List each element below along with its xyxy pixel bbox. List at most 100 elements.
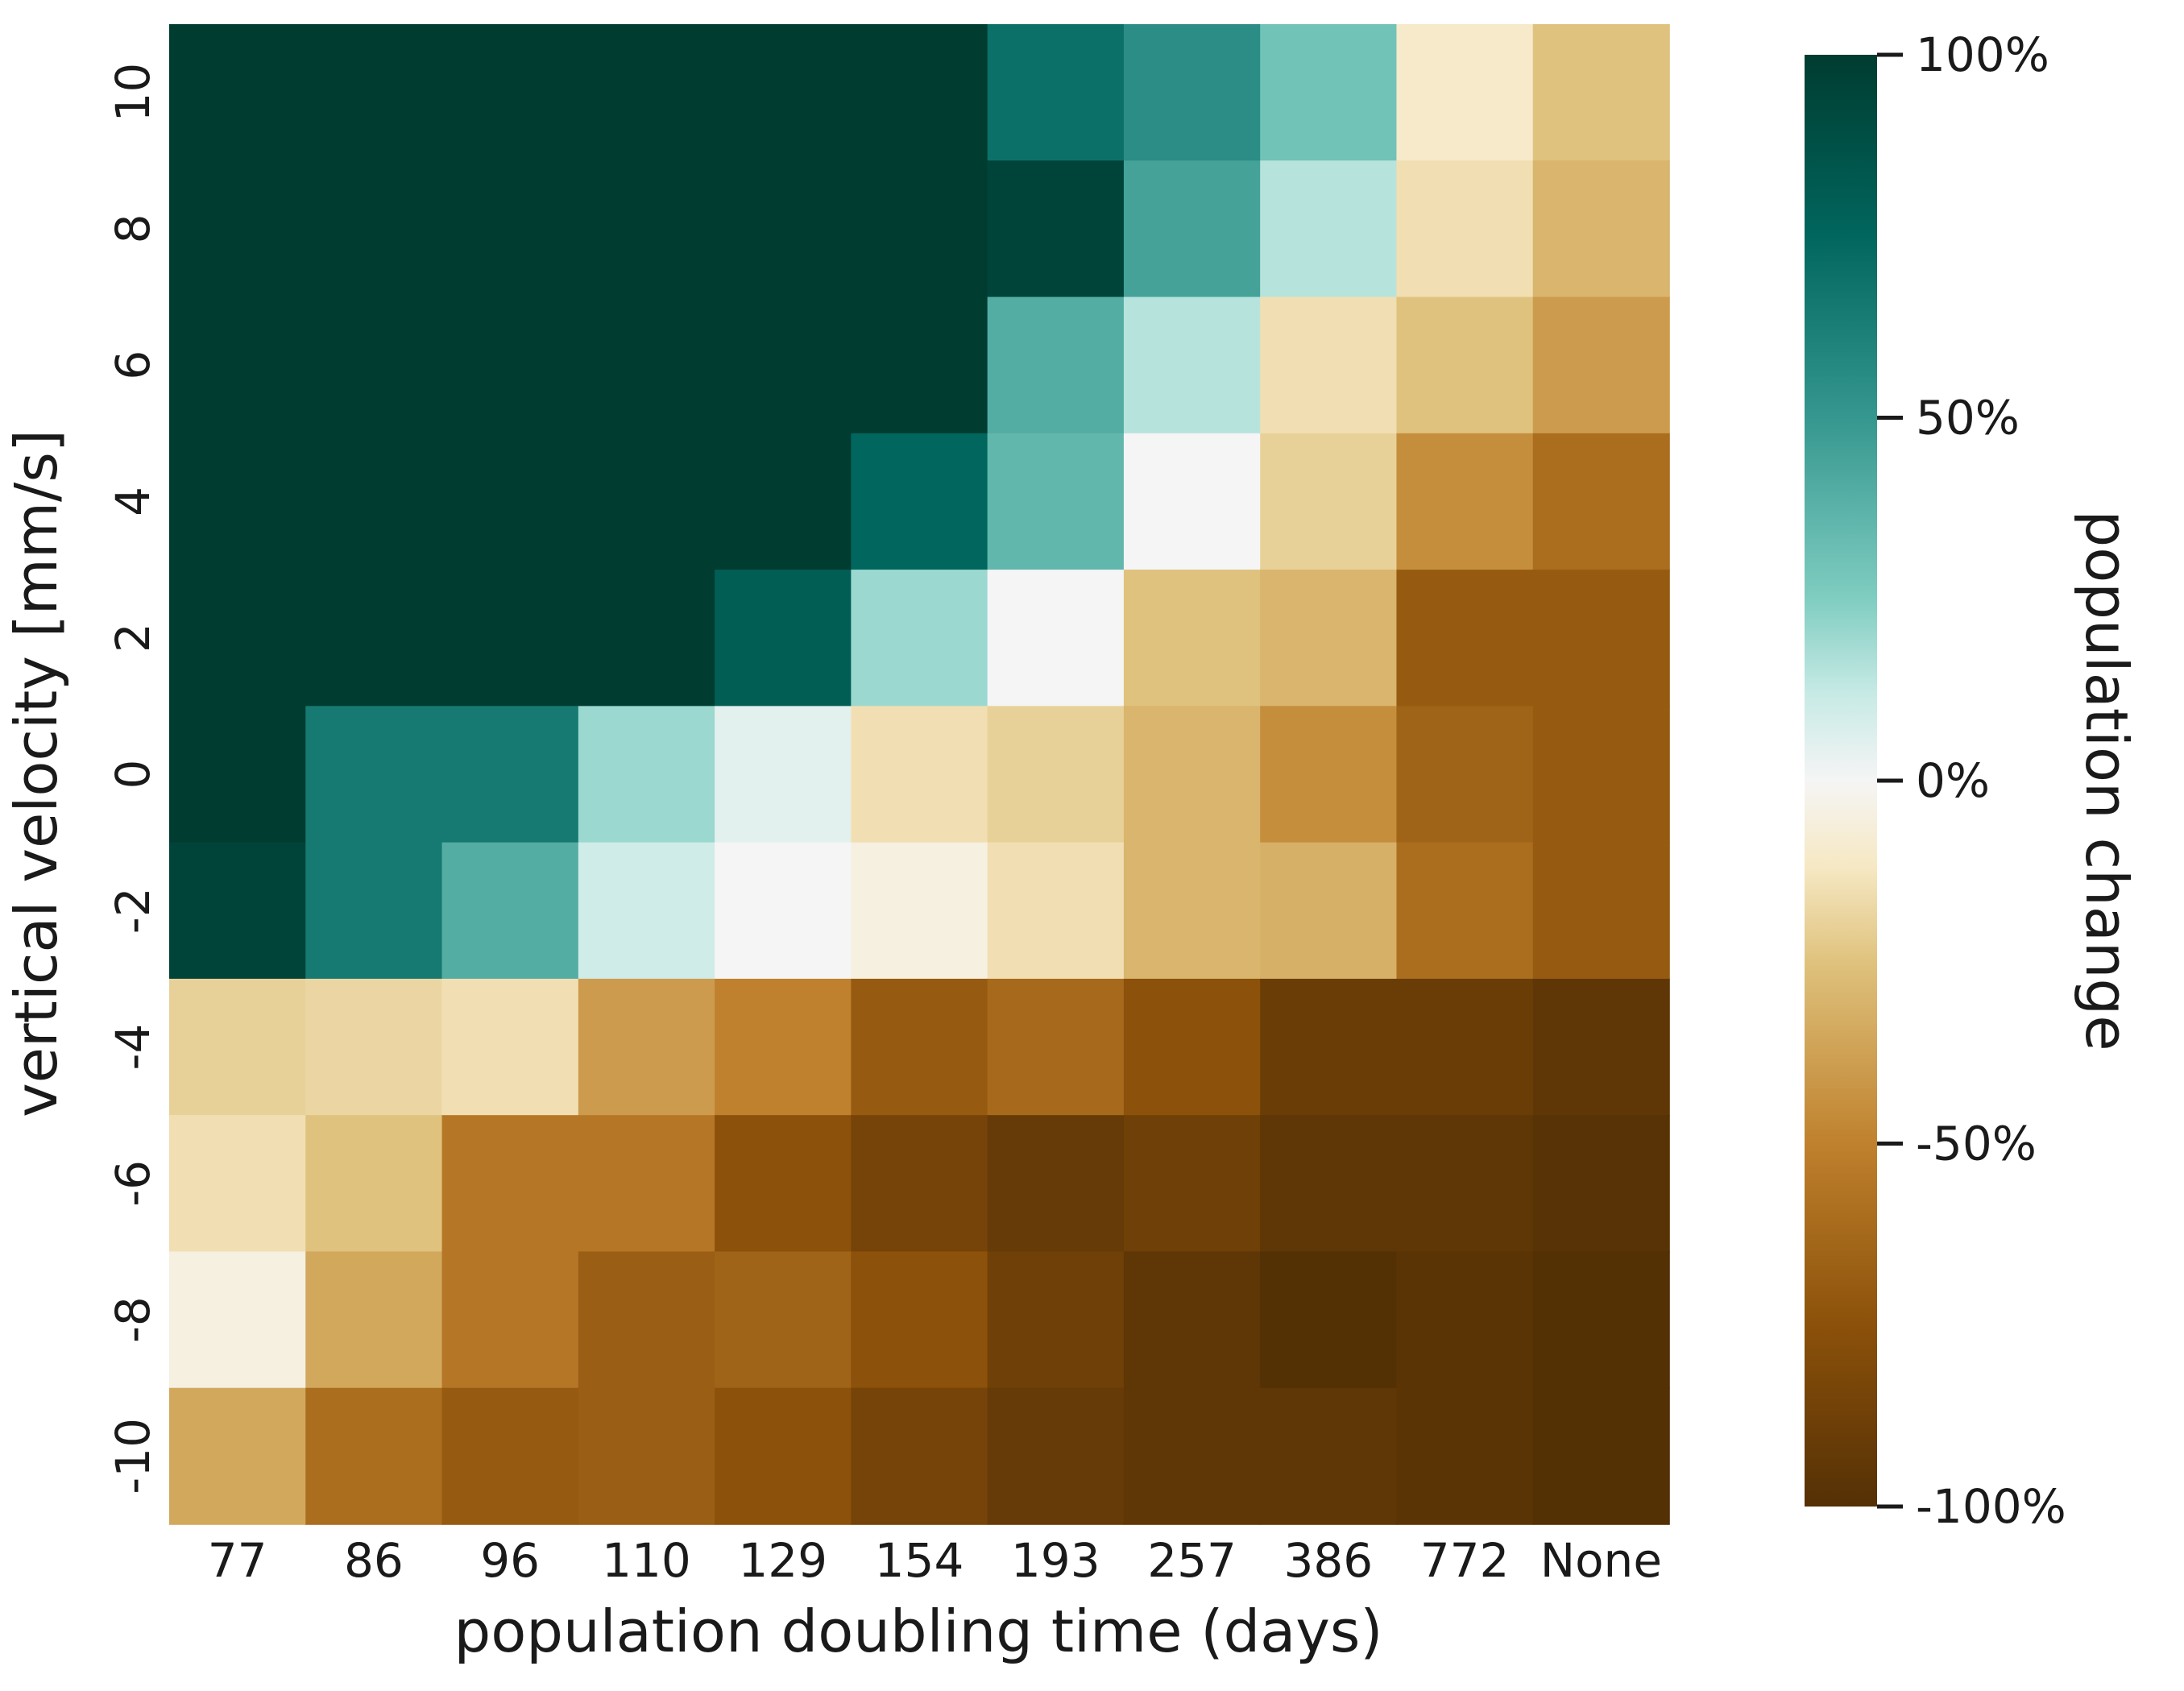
y-tick-label: -6 (106, 1160, 160, 1207)
heatmap-cell (1260, 1387, 1398, 1525)
heatmap-cell (578, 706, 715, 843)
x-axis-label: population doubling time (days) (454, 1598, 1382, 1665)
heatmap-cell (1532, 24, 1670, 162)
heatmap-cell (851, 24, 988, 162)
heatmap-cell (441, 296, 579, 434)
heatmap-cell (1123, 433, 1261, 570)
heatmap-cell (1532, 1387, 1670, 1525)
x-tick-label: None (1540, 1533, 1662, 1588)
heatmap-cell (441, 160, 579, 298)
y-axis-label: vertical velocity [mm/s] (2, 429, 70, 1117)
heatmap-cell (169, 706, 307, 843)
heatmap-cell (715, 1115, 852, 1253)
heatmap-cell (851, 296, 988, 434)
heatmap-cell (851, 160, 988, 298)
x-tick-labels: 77 86 96 110 129 154 193 257 386 772 None (208, 1533, 1662, 1588)
x-tick-label: 772 (1420, 1533, 1510, 1588)
heatmap-cell (1532, 570, 1670, 707)
heatmap-cell (1396, 160, 1534, 298)
heatmap-cell (1396, 570, 1534, 707)
heatmap-cell (851, 1251, 988, 1389)
heatmap-cell (441, 1115, 579, 1253)
heatmap-cell (169, 842, 307, 980)
heatmap-cell (441, 570, 579, 707)
heatmap-cell (305, 706, 443, 843)
heatmap-cell (1532, 1115, 1670, 1253)
heatmap-cell (715, 296, 852, 434)
heatmap-cell (1123, 978, 1261, 1116)
heatmap-cell (715, 1387, 852, 1525)
heatmap-cell (1396, 24, 1534, 162)
colorbar-tick-label: 50% (1916, 391, 2020, 446)
heatmap-cell (578, 433, 715, 570)
y-tick-label: 6 (106, 350, 160, 380)
heatmap-cell (169, 24, 307, 162)
x-tick-label: 257 (1147, 1533, 1237, 1588)
heatmap-cell (851, 570, 988, 707)
heatmap-cell (1123, 706, 1261, 843)
heatmap-cell (1260, 296, 1398, 434)
heatmap-cell (1532, 706, 1670, 843)
heatmap-cell (169, 160, 307, 298)
heatmap-cell (305, 24, 443, 162)
colorbar-tick-label: -50% (1916, 1117, 2037, 1171)
heatmap-cell (578, 24, 715, 162)
heatmap-cell (169, 978, 307, 1116)
heatmap-cells (169, 24, 1670, 1525)
heatmap-cell (578, 978, 715, 1116)
x-tick-label: 129 (738, 1533, 827, 1588)
heatmap-cell (715, 978, 852, 1116)
heatmap-cell (987, 296, 1125, 434)
heatmap-cell (169, 433, 307, 570)
heatmap-cell (1532, 978, 1670, 1116)
heatmap-cell (851, 842, 988, 980)
heatmap-cell (851, 706, 988, 843)
heatmap-cell (987, 1115, 1125, 1253)
colorbar-ticks: 100% 50% 0% -50% -100% (1877, 27, 2066, 1534)
heatmap-cell (987, 160, 1125, 298)
heatmap-cell (305, 1387, 443, 1525)
heatmap-cell (851, 1387, 988, 1525)
x-tick-label: 154 (875, 1533, 964, 1588)
x-tick-label: 77 (208, 1533, 267, 1588)
heatmap-cell (987, 842, 1125, 980)
y-tick-labels: 10 8 6 4 2 0 -2 -4 -6 -8 -10 (106, 63, 160, 1494)
colorbar (1805, 55, 1877, 1507)
heatmap-cell (1260, 24, 1398, 162)
heatmap-cell (715, 433, 852, 570)
y-tick-label: -4 (106, 1024, 160, 1071)
heatmap-cell (169, 1115, 307, 1253)
heatmap-cell (715, 24, 852, 162)
x-tick-label: 386 (1283, 1533, 1373, 1588)
heatmap-cell (1260, 1115, 1398, 1253)
heatmap-cell (715, 570, 852, 707)
heatmap-cell (1123, 160, 1261, 298)
heatmap-cell (305, 1251, 443, 1389)
y-tick-label: 2 (106, 623, 160, 653)
heatmap-cell (1260, 1251, 1398, 1389)
heatmap-cell (578, 1251, 715, 1389)
colorbar-tick-label: 0% (1916, 753, 1990, 808)
colorbar-tick-label: 100% (1916, 27, 2049, 82)
heatmap-cell (1396, 433, 1534, 570)
y-tick-label: 4 (106, 487, 160, 516)
heatmap-cell (1123, 1387, 1261, 1525)
colorbar-tick-label: -100% (1916, 1479, 2066, 1534)
x-tick-label: 86 (344, 1533, 404, 1588)
heatmap-cell (1396, 978, 1534, 1116)
heatmap-cell (441, 1251, 579, 1389)
heatmap-cell (1123, 1115, 1261, 1253)
heatmap-cell (987, 1387, 1125, 1525)
colorbar-label: population change (2073, 511, 2140, 1051)
heatmap-cell (305, 570, 443, 707)
heatmap-cell (578, 1387, 715, 1525)
y-tick-label: -8 (106, 1296, 160, 1343)
heatmap-cell (441, 842, 579, 980)
heatmap-cell (715, 706, 852, 843)
heatmap-cell (1260, 978, 1398, 1116)
heatmap-cell (441, 1387, 579, 1525)
y-tick-label: 0 (106, 760, 160, 790)
heatmap-cell (305, 160, 443, 298)
heatmap-cell (1260, 706, 1398, 843)
heatmap-cell (1396, 1387, 1534, 1525)
